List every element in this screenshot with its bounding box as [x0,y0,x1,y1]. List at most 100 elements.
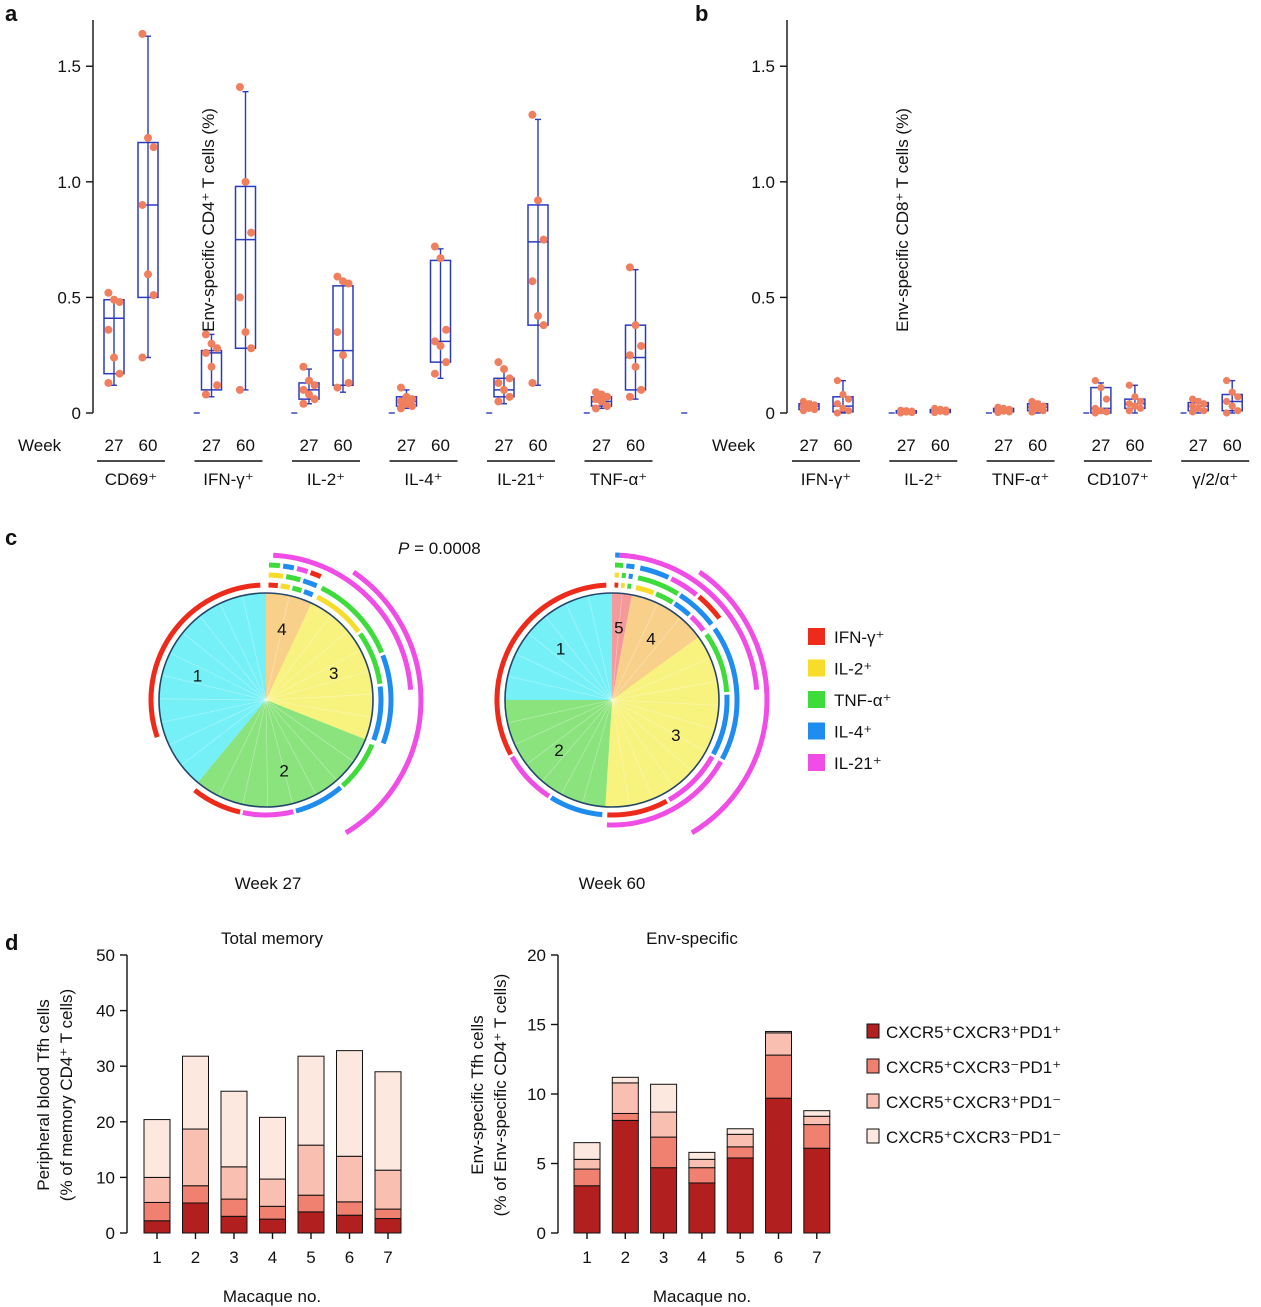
bar-legend-label: CXCR5⁺CXCR3⁺PD1⁻ [886,1093,1061,1112]
pie-sub-spoke [611,699,653,800]
pie-slice-number: 2 [279,762,288,781]
d1-bar-segment [374,1208,402,1220]
a-y-tick-label: 1.5 [57,57,81,76]
pie-sub-spoke [161,674,267,701]
a-group-label: IL-2⁺ [307,470,345,489]
a-data-point [408,402,417,411]
cytokine-arc [689,614,706,632]
pie-sub-spoke [265,699,293,804]
legend-label: TNF-α⁺ [834,691,892,710]
cytokine-arc [712,627,740,761]
a-data-point [115,369,124,378]
pie-sub-spoke [611,699,719,706]
cytokine-arc [268,582,279,589]
a-data-point [138,200,147,209]
bar-chart-total-memory-ylabel-line2: (% of memory CD4⁺ T cells) [57,989,76,1201]
pie-sub-spoke [265,614,332,701]
d2-bar-segment [611,1076,639,1084]
b-data-point [1136,397,1145,406]
pie-slice-number: 4 [646,630,655,649]
b-group-label: IFN-γ⁺ [801,470,852,489]
d2-x-tick-label: 7 [812,1248,821,1267]
pie-sub-spoke [168,699,267,746]
legend-label: IL-4⁺ [834,723,872,742]
b-data-point [1028,397,1036,406]
b-data-point [1223,397,1231,406]
a-data-point [591,404,600,413]
bar-chart-total-memory-xlabel: Macaque no. [223,1287,321,1306]
cytokine-arc [673,601,691,617]
a-data-point [333,383,342,392]
a-y-tick-label: 0 [72,404,81,423]
a-data-point [430,369,439,378]
b-data-point [1102,395,1111,403]
b-data-point [833,377,842,385]
b-y-tick-label: 0 [766,404,775,423]
a-data-point [494,358,503,367]
d2-bar-segment [650,1136,678,1169]
d1-y-tick-label: 40 [96,1002,115,1021]
d1-bar-segment [182,1128,209,1187]
b-data-point [1028,408,1036,416]
pie-slice [266,592,312,700]
d1-bar-segment [143,1220,171,1234]
pie-sub-spoke [507,699,613,724]
a-data-point [207,362,216,371]
b-data-point [1228,402,1236,410]
d2-bar-segment [765,1032,792,1056]
cytokine-arc [291,585,303,593]
pie-sub-spoke [199,615,267,701]
a-data-point [201,330,210,339]
pie-sub-spoke [582,699,613,804]
a-box [234,185,257,350]
d2-bar-segment [650,1111,678,1138]
a-week-tick: 27 [397,436,416,455]
pie-sub-spoke [507,675,613,701]
pie-slice [605,637,720,808]
a-data-point [299,385,308,394]
d2-y-tick-label: 0 [537,1224,546,1243]
d2-y-tick-label: 10 [527,1085,546,1104]
cytokine-arc [670,576,698,597]
a-data-point [505,392,514,401]
cytokine-arc [148,582,261,739]
cytokine-arc [637,575,680,596]
cytokine-arc [606,760,723,828]
cytokine-arc [303,589,314,598]
a-data-point [333,328,342,337]
pie-slice-number: 4 [277,620,286,639]
panel-letter-a: a [5,1,18,26]
a-box [332,285,354,387]
a-data-point [442,358,451,367]
a-data-point [149,291,158,300]
d2-bar-segment [688,1167,716,1184]
a-data-point [299,362,308,371]
pie-sub-spoke [265,595,290,701]
b-group-label: IL-2⁺ [904,470,942,489]
b-data-point [897,409,905,417]
a-data-point [603,402,612,411]
a-group-label: IL-21⁺ [497,470,545,489]
d2-bar-segment [573,1158,601,1170]
b-data-point [1189,408,1197,416]
p-value-label: P = 0.0008 [398,539,481,558]
a-data-point [344,378,353,387]
d1-bar-segment [182,1185,209,1204]
cytokine-arc [639,565,670,580]
b-week-tick: 27 [994,436,1013,455]
d2-y-tick-label: 20 [527,946,546,965]
d1-y-tick-label: 0 [106,1224,115,1243]
a-data-point [396,404,405,413]
d2-bar-segment [765,1030,792,1034]
bar-legend-swatch [866,1093,880,1109]
a-data-point [201,390,210,399]
legend-swatch [808,722,825,740]
b-data-point [839,404,847,412]
b-data-point [1234,393,1242,401]
bar-legend-swatch [866,1058,880,1074]
pie-sub-spoke [265,699,317,795]
a-data-point [241,328,250,337]
panel-a-y-axis-title: Env-specific CD4⁺ T cells (%) [199,108,218,332]
pie-outline [504,592,720,808]
d2-x-tick-label: 2 [621,1248,630,1267]
